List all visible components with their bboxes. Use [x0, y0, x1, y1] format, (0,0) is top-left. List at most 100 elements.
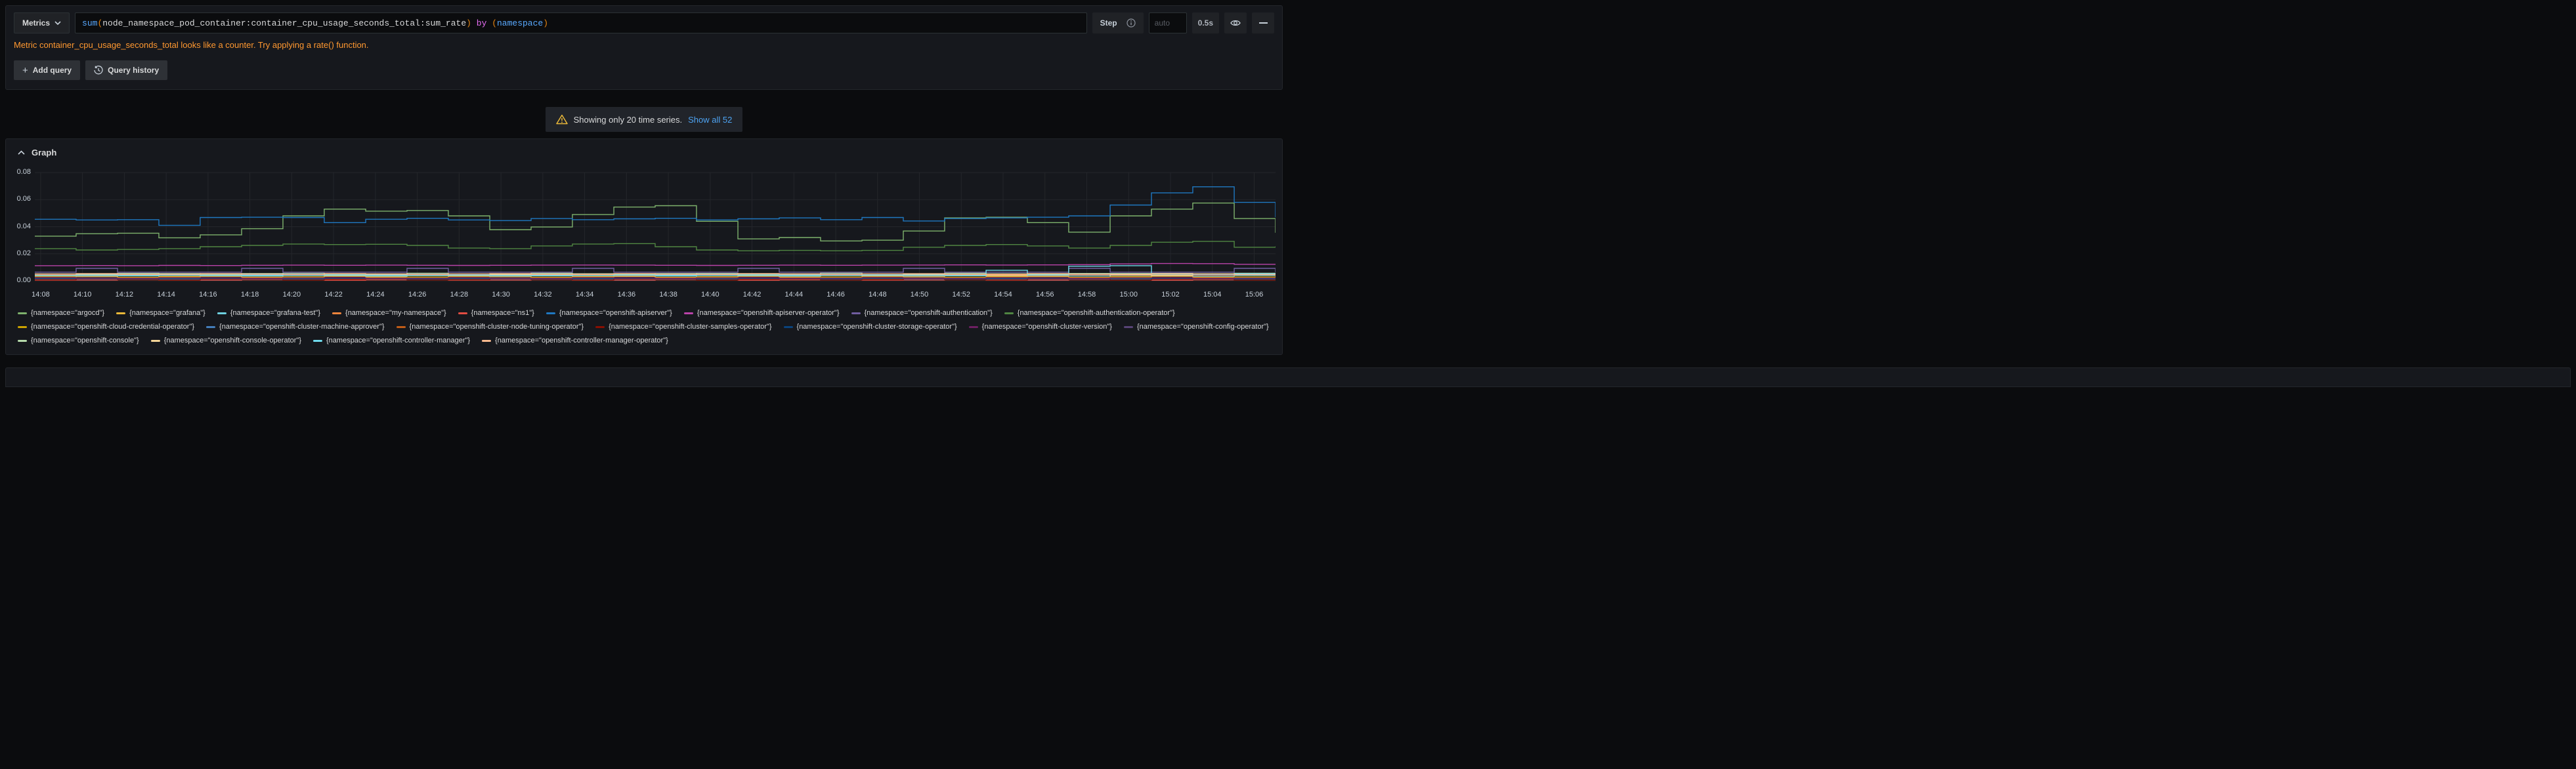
series-line-openshift-authentication-operator: [35, 241, 1276, 251]
x-tick-label: 15:06: [1245, 291, 1264, 299]
counter-warning-text: Metric container_cpu_usage_seconds_total…: [14, 40, 369, 50]
x-tick-label: 14:30: [492, 291, 510, 299]
legend-color-dash: [396, 326, 406, 328]
legend-item[interactable]: {namespace="openshift-cloud-credential-o…: [18, 322, 194, 333]
graph-collapse-toggle[interactable]: Graph: [12, 145, 1276, 159]
series-line-argocd: [35, 203, 1276, 241]
legend-item[interactable]: {namespace="openshift-cluster-samples-op…: [595, 322, 772, 333]
chevron-down-icon: [54, 21, 61, 25]
show-all-series-link[interactable]: Show all 52: [688, 114, 733, 125]
y-tick-label: 0.06: [16, 195, 31, 203]
legend-item[interactable]: {namespace="argocd"}: [18, 308, 104, 319]
hide-query-button[interactable]: [1224, 12, 1247, 33]
x-tick-label: 14:18: [240, 291, 259, 299]
legend-item[interactable]: {namespace="my-namespace"}: [332, 308, 446, 319]
x-tick-label: 14:10: [73, 291, 92, 299]
y-tick-label: 0.08: [16, 168, 31, 176]
chart-area: 0.00 0.02 0.04 0.06 0.08 14:08 14:10 14:12 14:1…: [12, 168, 1276, 302]
add-query-button[interactable]: + Add query: [14, 60, 81, 80]
step-label: Step: [1100, 18, 1117, 28]
legend-item[interactable]: {namespace="openshift-apiserver-operator…: [683, 308, 840, 319]
legend-item[interactable]: {namespace="openshift-authentication"}: [851, 308, 993, 319]
legend-item[interactable]: {namespace="openshift-controller-manager…: [313, 335, 470, 346]
legend-color-dash: [851, 312, 861, 314]
legend-color-dash: [1123, 326, 1133, 328]
remove-query-button[interactable]: [1252, 12, 1274, 33]
legend-label: {namespace="openshift-controller-manager…: [495, 337, 668, 344]
legend-item[interactable]: {namespace="openshift-console"}: [18, 335, 139, 346]
legend-item[interactable]: {namespace="openshift-controller-manager…: [482, 335, 668, 346]
legend-color-dash: [683, 312, 693, 314]
legend-label: {namespace="grafana"}: [129, 309, 205, 317]
metrics-dropdown[interactable]: Metrics: [14, 12, 70, 33]
legend-label: {namespace="openshift-cluster-storage-op…: [796, 323, 957, 331]
legend-label: {namespace="argocd"}: [31, 309, 105, 317]
legend-color-dash: [217, 312, 226, 314]
x-tick-label: 14:32: [534, 291, 552, 299]
legend-label: {namespace="openshift-cluster-samples-op…: [609, 323, 772, 331]
legend-label: {namespace="openshift-cluster-machine-ap…: [219, 323, 385, 331]
series-limit-text: Showing only 20 time series.: [573, 114, 683, 125]
x-tick-label: 14:28: [450, 291, 469, 299]
legend-label: {namespace="openshift-apiserver"}: [559, 309, 672, 317]
legend-label: {namespace="openshift-authentication-ope…: [1017, 309, 1175, 317]
x-axis: 14:08 14:10 14:12 14:14 14:16 14:18 14:20 14:22…: [32, 289, 1276, 302]
legend-item[interactable]: {namespace="openshift-cluster-storage-op…: [783, 322, 957, 333]
series-line-openshift-controller-manager: [35, 266, 1276, 276]
x-tick-label: 14:14: [157, 291, 175, 299]
y-tick-label: 0.02: [16, 249, 31, 257]
legend-item[interactable]: {namespace="openshift-cluster-version"}: [968, 322, 1112, 333]
legend-label: {namespace="openshift-cloud-credential-o…: [31, 323, 195, 331]
x-tick-label: 14:26: [408, 291, 427, 299]
legend-label: {namespace="openshift-console"}: [31, 337, 139, 344]
legend-item[interactable]: {namespace="openshift-cluster-machine-ap…: [206, 322, 385, 333]
plus-icon: +: [22, 64, 28, 76]
legend-label: {namespace="openshift-cluster-version"}: [981, 323, 1112, 331]
x-tick-label: 14:20: [282, 291, 301, 299]
legend-color-dash: [458, 312, 467, 314]
x-tick-label: 14:48: [869, 291, 887, 299]
chart-legend: {namespace="argocd"} {namespace="grafana"…: [12, 308, 1276, 346]
warning-triangle-icon: [555, 114, 568, 125]
series-line-openshift-apiserver: [35, 187, 1276, 226]
series-line-openshift-apiserver-operator: [35, 264, 1276, 266]
legend-item[interactable]: {namespace="openshift-apiserver"}: [546, 308, 672, 319]
x-tick-label: 14:38: [659, 291, 677, 299]
graph-panel-title: Graph: [32, 147, 57, 157]
legend-item[interactable]: {namespace="openshift-cluster-node-tunin…: [396, 322, 584, 333]
legend-item[interactable]: {namespace="ns1"}: [458, 308, 534, 319]
legend-color-dash: [546, 312, 555, 314]
legend-label: {namespace="openshift-cluster-node-tunin…: [409, 323, 584, 331]
legend-label: {namespace="my-namespace"}: [345, 309, 446, 317]
query-history-button[interactable]: Query history: [85, 60, 168, 80]
legend-item[interactable]: {namespace="openshift-console-operator"}: [150, 335, 301, 346]
legend-item[interactable]: {namespace="grafana"}: [116, 308, 205, 319]
eye-icon: [1230, 20, 1241, 26]
plot-region[interactable]: 14:08 14:10 14:12 14:14 14:16 14:18 14:20 14:22…: [32, 169, 1276, 302]
interval-badge: 0.5s: [1191, 12, 1219, 33]
time-series-chart[interactable]: [35, 169, 1276, 287]
query-input[interactable]: sum(node_namespace_pod_container:contain…: [75, 12, 1087, 33]
step-input[interactable]: [1148, 12, 1187, 33]
legend-item[interactable]: {namespace="grafana-test"}: [217, 308, 320, 319]
chevron-up-icon: [18, 150, 25, 155]
x-tick-label: 15:02: [1161, 291, 1180, 299]
x-tick-label: 14:54: [994, 291, 1012, 299]
legend-color-dash: [18, 340, 27, 342]
legend-item[interactable]: {namespace="openshift-config-operator"}: [1123, 322, 1269, 333]
minus-icon: [1258, 22, 1268, 24]
x-tick-label: 14:12: [115, 291, 134, 299]
legend-color-dash: [150, 340, 160, 342]
legend-label: {namespace="openshift-console-operator"}: [163, 337, 301, 344]
promql-query-text: sum(node_namespace_pod_container:contain…: [82, 18, 549, 28]
info-icon[interactable]: [1127, 18, 1136, 28]
history-clock-icon: [94, 66, 103, 75]
x-tick-label: 15:04: [1203, 291, 1222, 299]
legend-label: {namespace="openshift-controller-manager…: [326, 337, 471, 344]
legend-color-dash: [595, 326, 605, 328]
legend-item[interactable]: {namespace="openshift-authentication-ope…: [1004, 308, 1175, 319]
legend-label: {namespace="ns1"}: [471, 309, 534, 317]
x-tick-label: 14:44: [784, 291, 804, 299]
x-tick-label: 14:52: [952, 291, 971, 299]
legend-color-dash: [206, 326, 216, 328]
